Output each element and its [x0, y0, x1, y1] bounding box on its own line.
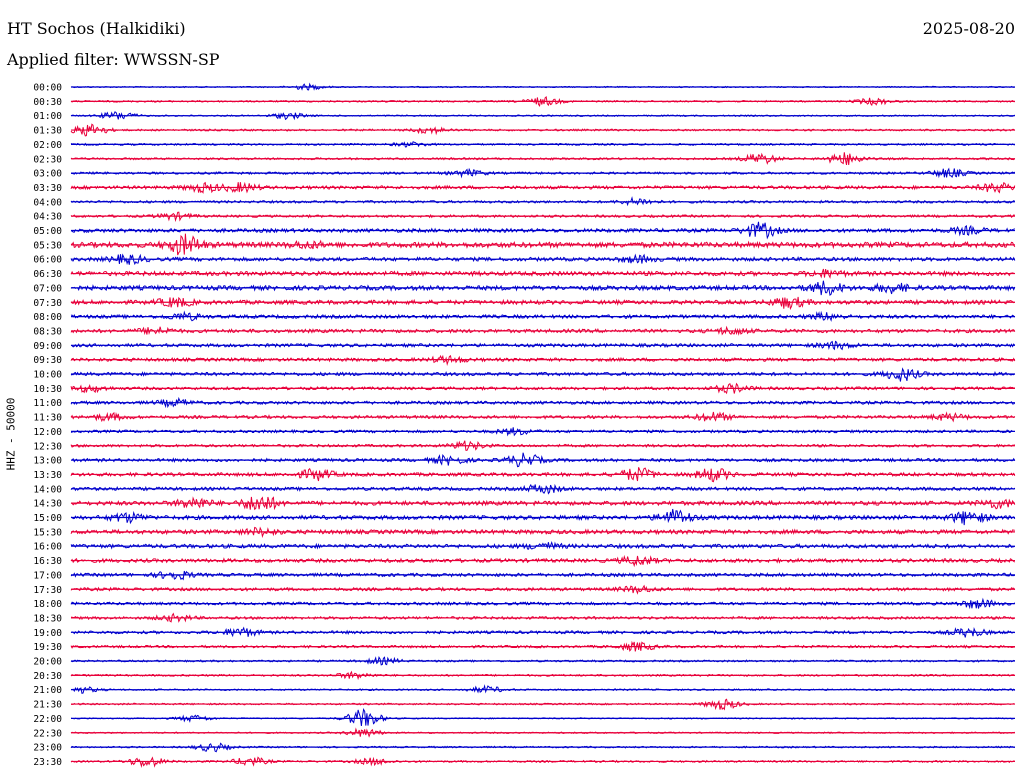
row-time-label: 07:00: [33, 283, 62, 294]
row-time-label: 17:30: [33, 585, 62, 596]
row-time-label: 02:30: [33, 154, 62, 165]
row-time-label: 11:00: [33, 398, 62, 409]
seismic-trace: [70, 707, 1015, 727]
row-time-label: 22:30: [33, 728, 62, 739]
row-time-label: 08:00: [33, 312, 62, 323]
row-time-label: 22:00: [33, 714, 62, 725]
seismic-trace: [70, 382, 1015, 395]
filter-label: Applied filter: WWSSN-SP: [7, 50, 220, 69]
row-time-label: 21:00: [33, 685, 62, 696]
row-time-label: 14:00: [33, 484, 62, 495]
row-time-label: 13:00: [33, 456, 62, 467]
row-time-label: 06:30: [33, 269, 62, 280]
station-title: HT Sochos (Halkidiki): [7, 19, 186, 38]
row-time-label: 02:00: [33, 140, 62, 151]
row-time-label: 05:30: [33, 240, 62, 251]
row-time-label: 07:30: [33, 298, 62, 309]
row-time-label: 12:00: [33, 427, 62, 438]
row-time-label: 15:30: [33, 527, 62, 538]
row-time-label: 10:00: [33, 370, 62, 381]
row-time-label: 23:00: [33, 743, 62, 754]
row-time-label: 17:00: [33, 570, 62, 581]
row-time-label: 21:30: [33, 700, 62, 711]
row-time-label: 00:30: [33, 97, 62, 108]
row-time-label: 05:00: [33, 226, 62, 237]
date-label: 2025-08-20: [922, 19, 1015, 38]
row-time-label: 18:00: [33, 599, 62, 610]
row-time-label: 01:30: [33, 126, 62, 137]
row-time-label: 20:30: [33, 671, 62, 682]
row-time-label: 03:30: [33, 183, 62, 194]
row-time-label: 19:00: [33, 628, 62, 639]
row-time-label: 11:30: [33, 413, 62, 424]
seismic-trace: [70, 221, 1015, 240]
row-time-label: 09:00: [33, 341, 62, 352]
seismic-trace: [70, 483, 1016, 495]
seismic-trace: [70, 181, 1016, 194]
row-time-label: 10:30: [33, 384, 62, 395]
row-time-label: 12:30: [33, 441, 62, 452]
seismic-trace: [70, 540, 1015, 551]
row-time-label: 04:00: [33, 197, 62, 208]
row-time-label: 08:30: [33, 326, 62, 337]
row-time-label: 13:30: [33, 470, 62, 481]
row-time-label: 14:30: [33, 499, 62, 510]
row-time-label: 19:30: [33, 642, 62, 653]
row-time-label: 01:00: [33, 111, 62, 122]
row-time-label: 04:30: [33, 212, 62, 223]
row-time-label: 18:30: [33, 613, 62, 624]
row-time-label: 23:30: [33, 757, 62, 768]
row-time-label: 06:00: [33, 255, 62, 266]
row-time-label: 03:00: [33, 169, 62, 180]
row-time-label: 20:00: [33, 657, 62, 668]
row-time-label: 15:00: [33, 513, 62, 524]
row-time-label: 16:00: [33, 542, 62, 553]
seismic-trace: [70, 367, 1016, 382]
row-time-label: 16:30: [33, 556, 62, 567]
row-time-label: 09:30: [33, 355, 62, 366]
row-time-label: 00:00: [33, 83, 62, 94]
